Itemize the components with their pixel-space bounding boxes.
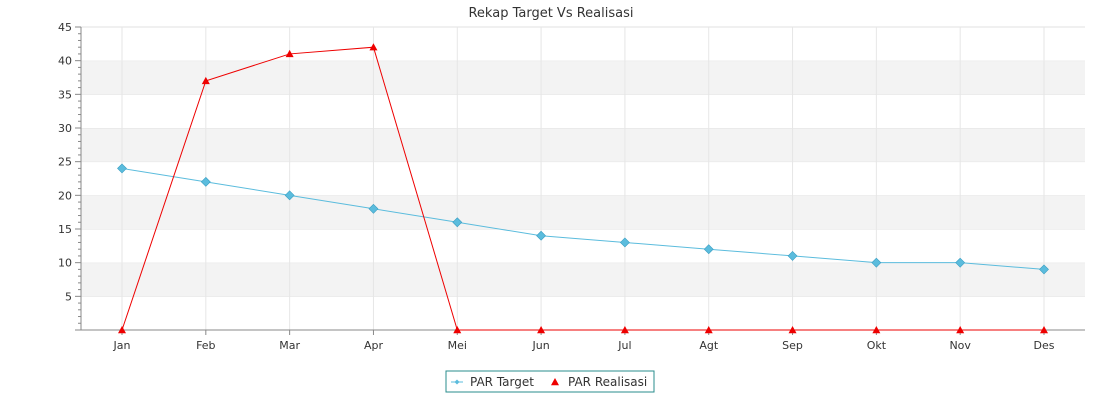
y-tick-label: 35 — [58, 88, 72, 101]
series-par-target — [117, 163, 1049, 275]
legend-item-par-realisasi[interactable]: PAR Realisasi — [551, 375, 647, 389]
data-point — [955, 257, 966, 268]
triangle-marker-icon — [551, 378, 559, 386]
x-tick-label: Sep — [782, 339, 803, 352]
x-tick-label: Jun — [531, 339, 549, 352]
data-point — [368, 203, 379, 214]
x-tick-label: Mei — [448, 339, 467, 352]
data-point — [284, 190, 295, 201]
legend[interactable]: PAR Target PAR Realisasi — [445, 370, 655, 393]
data-point — [704, 326, 713, 334]
x-tick-label: Jul — [617, 339, 631, 352]
grid-band — [81, 161, 1085, 196]
data-point — [703, 244, 714, 255]
y-tick-label: 10 — [58, 257, 72, 270]
data-point — [536, 230, 547, 241]
legend-box — [445, 370, 655, 393]
grid-band — [81, 296, 1085, 330]
grid-band — [81, 128, 1085, 162]
x-tick-label: Mar — [279, 339, 300, 352]
grid-band — [81, 229, 1085, 263]
plot-background — [81, 26, 1085, 330]
vertical-gridlines — [121, 27, 1045, 330]
grid-band — [81, 94, 1085, 128]
y-tick-label: 30 — [58, 122, 72, 135]
grid-band — [81, 27, 1085, 61]
y-tick-label: 20 — [58, 189, 72, 202]
data-point — [787, 251, 798, 261]
series-line — [121, 167, 1045, 270]
legend-item-par-target[interactable]: PAR Target — [451, 375, 534, 389]
data-point — [620, 326, 629, 334]
x-tick-label: Agt — [699, 339, 719, 352]
data-point — [872, 326, 881, 334]
legend-label: PAR Target — [470, 375, 534, 389]
data-point — [285, 49, 294, 58]
y-tick-label: 40 — [58, 55, 72, 68]
y-tick-label: 45 — [58, 21, 72, 34]
data-point — [537, 326, 546, 334]
x-tick-label: Nov — [949, 339, 971, 352]
chart-title: Rekap Target Vs Realisasi — [468, 6, 633, 21]
series-line — [121, 46, 1044, 331]
data-point — [201, 76, 210, 85]
data-point — [619, 237, 630, 248]
x-tick-label: Apr — [364, 339, 384, 352]
x-tick-label: Feb — [196, 339, 215, 352]
grid-band — [81, 195, 1085, 229]
x-tick-label: Des — [1034, 339, 1055, 352]
data-point — [200, 176, 211, 187]
series-par-realisasi — [118, 43, 1048, 334]
series-layer — [117, 43, 1049, 334]
x-tick-label: Jan — [113, 339, 131, 352]
data-point — [453, 326, 462, 334]
x-axis-ticks: Jan Feb Mar Apr Mei Jun Jul Agt Sep Okt Nov Des — [113, 330, 1055, 352]
data-point — [956, 326, 965, 334]
diamond-marker-icon — [454, 379, 460, 385]
grid-band — [81, 60, 1085, 95]
data-point — [1039, 264, 1049, 275]
data-point — [452, 217, 463, 228]
y-axis-ticks: 5 10 15 20 25 30 35 40 45 — [58, 21, 72, 303]
y-tick-label: 15 — [58, 223, 72, 236]
grid-band — [81, 262, 1085, 297]
x-tick-label: Okt — [867, 339, 887, 352]
data-point — [117, 163, 127, 174]
data-point — [1040, 326, 1048, 334]
legend-label: PAR Realisasi — [568, 375, 647, 389]
y-tick-label: 25 — [58, 156, 72, 169]
y-tick-label: 5 — [65, 290, 72, 303]
data-point — [118, 326, 126, 334]
data-point — [369, 43, 378, 51]
data-point — [871, 257, 882, 268]
data-point — [788, 326, 797, 334]
